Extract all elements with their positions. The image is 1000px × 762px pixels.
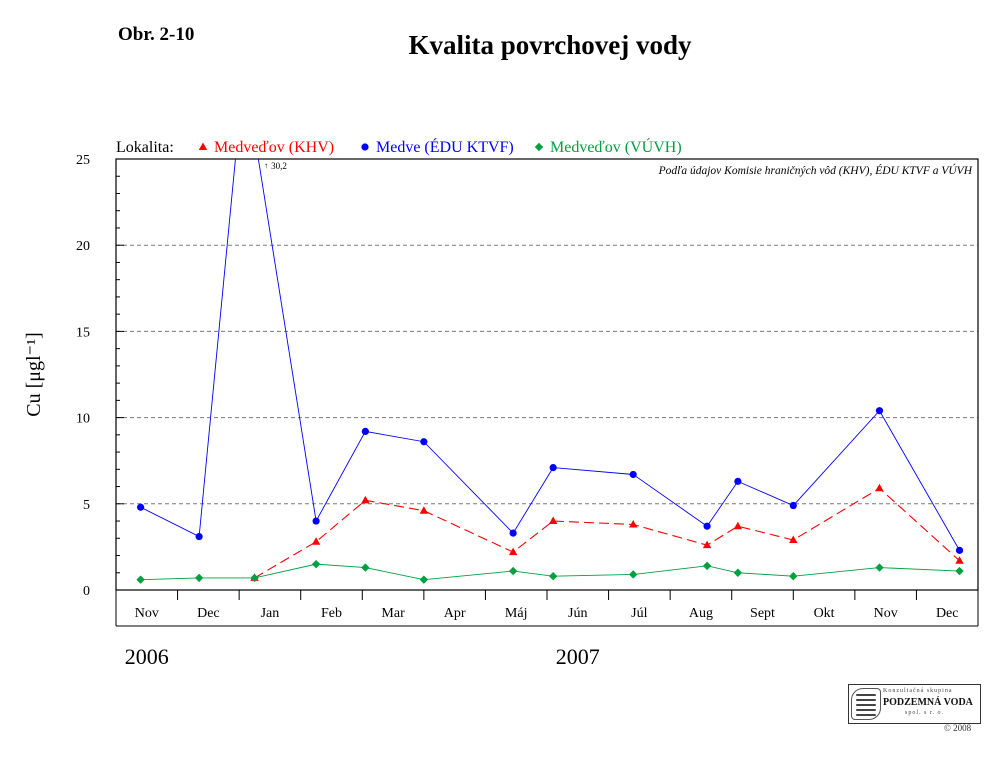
source-note: Podľa údajov Komisie hraničných vôd (KHV…: [658, 163, 973, 177]
x-tick-label: Aug: [689, 606, 713, 621]
series-2-point: [549, 463, 557, 472]
series-2-point: [195, 532, 203, 541]
series-1-point: [875, 483, 884, 492]
company-logo: Konzultačná skupina PODZEMNÁ VODA spol. …: [848, 684, 981, 724]
x-tick-label: Dec: [197, 606, 220, 621]
series-line-3: [140, 563, 960, 581]
x-tick-label: Okt: [814, 606, 835, 621]
series-2-point: [361, 427, 369, 435]
legend-marker: [534, 142, 544, 152]
year-label: 2006: [125, 644, 169, 669]
series-1-point: [419, 506, 429, 514]
series-2-point: [420, 438, 428, 446]
legend-title: Lokalita:: [116, 139, 174, 156]
series-3-point: [311, 559, 321, 569]
series-2-point: [703, 522, 711, 530]
x-tick-label: Feb: [321, 606, 342, 621]
y-tick-label: 5: [83, 498, 90, 513]
series-1-point: [508, 547, 518, 556]
series-line-1: [254, 487, 960, 579]
y-tick-label: 0: [83, 584, 90, 599]
x-tick-label: Apr: [444, 606, 466, 621]
series-2-point: [312, 517, 320, 525]
series-3-point: [629, 570, 638, 579]
copyright: © 2008: [944, 723, 972, 733]
x-tick-label: Máj: [505, 606, 528, 621]
year-label: 2007: [556, 644, 600, 669]
x-tick-label: Nov: [874, 606, 898, 621]
legend-marker: [198, 142, 208, 150]
logo-wave-icon: [851, 688, 881, 720]
legend-label: Medve (ÉDU KTVF): [376, 137, 514, 156]
series-2-point: [734, 477, 742, 485]
series-1-point: [311, 537, 321, 545]
series-line-2: [140, 159, 960, 551]
y-tick-label: 20: [76, 239, 90, 254]
series-1-point: [733, 521, 743, 530]
series-2-point: [509, 529, 517, 537]
y-tick-label: 10: [76, 412, 90, 427]
series-3-point: [548, 572, 558, 581]
legend-label: Medveďov (KHV): [214, 139, 334, 156]
series-3-point: [702, 561, 712, 571]
series-3-point: [419, 575, 429, 584]
series-3-point: [250, 573, 259, 583]
x-tick-label: Jan: [261, 606, 280, 621]
series-1-point: [702, 540, 712, 549]
x-tick-label: Júl: [631, 606, 647, 621]
series-3-point: [955, 566, 964, 576]
offscale-value-label: 30,2: [271, 161, 287, 171]
x-tick-label: Nov: [135, 606, 159, 621]
y-tick-label: 15: [76, 325, 90, 340]
series-1-point: [629, 519, 638, 528]
series-2-point: [789, 501, 797, 510]
series-3-point: [789, 572, 798, 581]
x-tick-label: Jún: [568, 606, 587, 621]
series-3-point: [508, 566, 518, 576]
offscale-arrow-icon: ↑: [264, 161, 268, 170]
series-3-point: [136, 575, 145, 584]
series-2-point: [955, 546, 964, 554]
series-3-point: [733, 568, 743, 577]
series-1-point: [955, 556, 964, 564]
legend-label: Medveďov (VÚVH): [550, 137, 682, 156]
series-3-point: [194, 573, 204, 583]
series-3-point: [361, 563, 370, 572]
y-tick-label: 25: [76, 153, 90, 168]
logo-line2: PODZEMNÁ VODA: [883, 697, 973, 708]
logo-line1: Konzultačná skupina: [883, 688, 953, 694]
y-axis-label: Cu [μgl⁻¹]: [23, 332, 45, 417]
figure-number: Obr. 2-10: [118, 24, 195, 45]
chart-title: Kvalita povrchovej vody: [408, 30, 692, 60]
logo-line3: spol. s r. o.: [905, 710, 945, 716]
x-tick-label: Mar: [381, 606, 405, 621]
series-2-point: [137, 503, 145, 511]
series-1-point: [548, 516, 558, 525]
series-2-point: [629, 470, 637, 479]
series-2-point: [875, 407, 884, 415]
series-3-point: [875, 563, 884, 572]
series-1-point: [789, 535, 798, 544]
series-1-point: [361, 495, 370, 504]
x-tick-label: Dec: [936, 606, 959, 621]
x-tick-label: Sept: [750, 606, 775, 621]
legend-marker: [361, 143, 369, 151]
